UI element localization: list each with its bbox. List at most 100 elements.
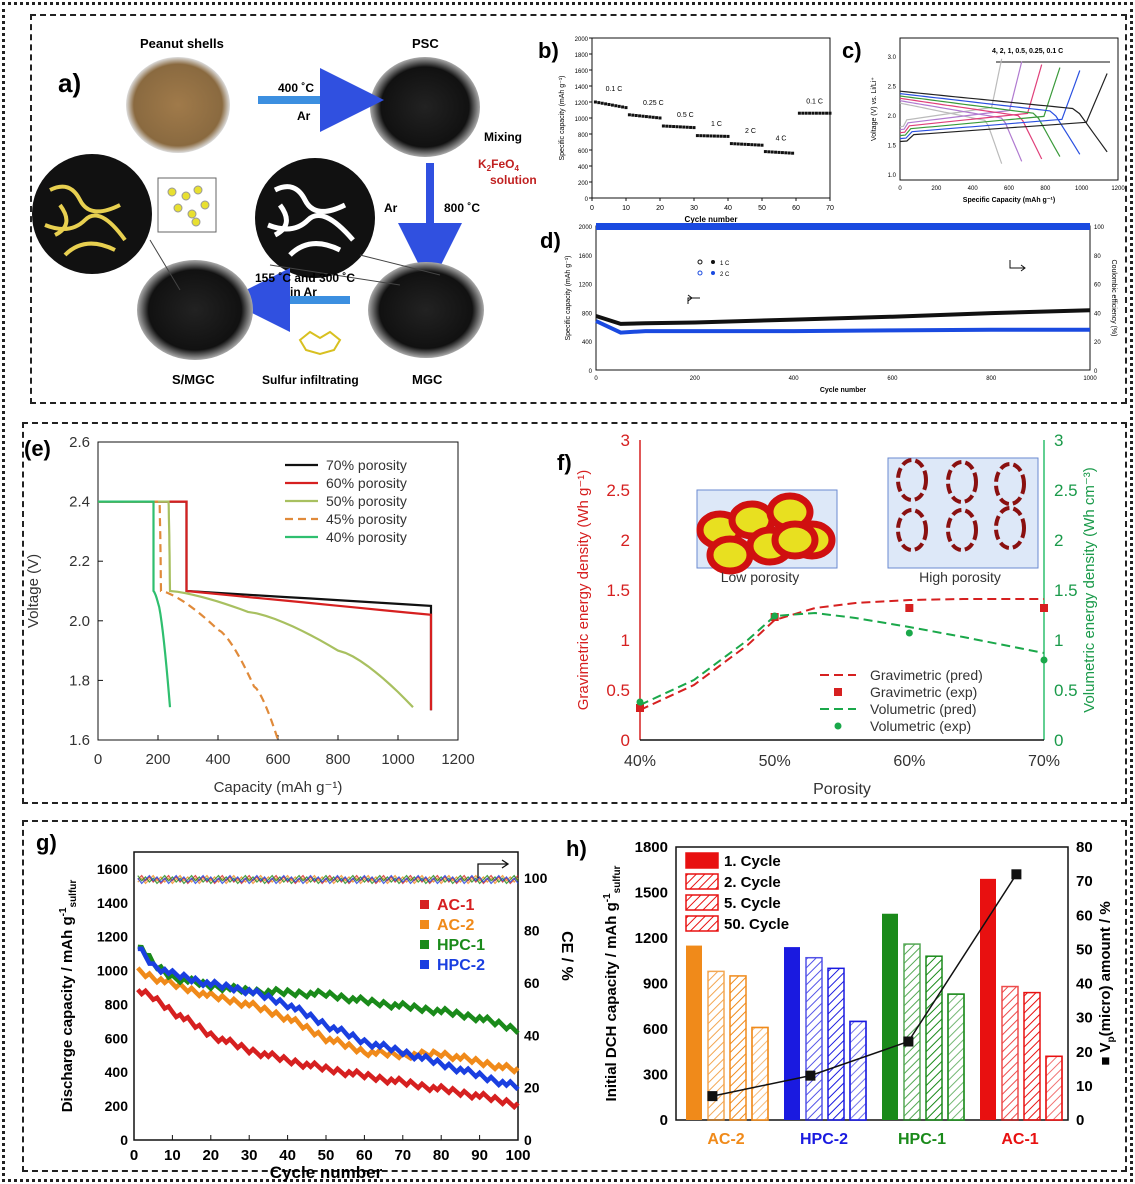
h-category-label: AC-1 bbox=[1001, 1131, 1038, 1148]
c-discharge-curve bbox=[899, 102, 1003, 164]
h-ylabel-sub: sulfur bbox=[612, 865, 623, 893]
b-data-point bbox=[736, 142, 740, 146]
f-ytick-label: 2 bbox=[621, 531, 630, 550]
f-exp-grav-marker bbox=[1040, 604, 1048, 612]
f-xtick-label: 60% bbox=[893, 753, 925, 770]
b-xtick-label: 50 bbox=[758, 205, 766, 212]
panel-label-a: a) bbox=[58, 68, 81, 98]
g-legend-label: AC-2 bbox=[437, 917, 474, 934]
f-ytick-label: 3 bbox=[621, 431, 630, 450]
sulfur-molecule-icon bbox=[167, 185, 210, 227]
b-data-point bbox=[814, 111, 818, 115]
b-data-point bbox=[658, 116, 662, 120]
b-data-point bbox=[678, 125, 682, 129]
e-curve-4 bbox=[98, 500, 172, 708]
b-data-point bbox=[770, 150, 774, 154]
f-high-porosity-particle bbox=[896, 458, 928, 502]
f-ytick-label: 2.5 bbox=[606, 481, 630, 500]
b-data-point bbox=[801, 111, 805, 115]
f-legend-marker bbox=[834, 722, 842, 730]
f-xtick-label: 40% bbox=[624, 753, 656, 770]
h-bar-HPC-1-1 bbox=[903, 943, 921, 1121]
d-ytick2-label: 40 bbox=[1094, 311, 1101, 317]
panel-group-middle-border bbox=[22, 422, 1127, 804]
g-xtick-label: 100 bbox=[505, 1147, 530, 1164]
c-charge-curve bbox=[899, 67, 1061, 137]
e-legend-label: 45% porosity bbox=[326, 511, 407, 527]
f-ytick-label: 1.5 bbox=[606, 581, 630, 600]
b-data-point bbox=[665, 124, 669, 128]
h-ytick-label: 0 bbox=[660, 1112, 668, 1129]
b-data-point bbox=[797, 111, 801, 115]
h-ytick-label: 1500 bbox=[635, 885, 668, 902]
b-data-point bbox=[746, 142, 750, 146]
b-ytick-label: 1600 bbox=[575, 69, 589, 75]
b-data-point bbox=[811, 111, 815, 115]
h-bar-AC-1-0 bbox=[980, 878, 996, 1120]
b-ytick-label: 1800 bbox=[575, 53, 589, 59]
b-data-point bbox=[617, 104, 621, 108]
d-right-axis-arrow bbox=[1009, 260, 1026, 272]
b-data-point bbox=[743, 142, 747, 146]
f-ytick2-label: 2 bbox=[1054, 531, 1063, 550]
d-ytick-label: 2000 bbox=[579, 225, 593, 231]
h-category-label: AC-2 bbox=[707, 1131, 744, 1148]
b-data-point bbox=[787, 151, 791, 155]
g-ytick-label: 0 bbox=[120, 1132, 128, 1148]
c-discharge-curve bbox=[899, 95, 1061, 157]
g-capacity-AC-1 bbox=[136, 987, 520, 1111]
d-ytick2-label: 60 bbox=[1094, 283, 1101, 289]
d-xtick-label: 800 bbox=[986, 376, 997, 382]
h-ytick2-label: 50 bbox=[1076, 941, 1093, 958]
b-data-point bbox=[729, 142, 733, 146]
h-ytick-label: 600 bbox=[643, 1021, 668, 1038]
d-ylabel: Specific capacity (mAh g⁻¹) bbox=[565, 256, 572, 341]
h-category-label: HPC-1 bbox=[898, 1131, 946, 1148]
f-ytick2-label: 0 bbox=[1054, 731, 1063, 750]
h-bar-HPC-2-1 bbox=[805, 956, 823, 1121]
b-data-point bbox=[808, 111, 812, 115]
h-legend-swatch bbox=[685, 894, 719, 911]
d-xtick-label: 200 bbox=[690, 376, 701, 382]
g-xtick-label: 20 bbox=[202, 1147, 219, 1164]
b-rate-label: 0.1 C bbox=[606, 86, 623, 93]
e-ylabel: Voltage (V) bbox=[25, 554, 42, 628]
c-charge-curve bbox=[899, 73, 1108, 143]
c-ytick-label: 1.0 bbox=[888, 173, 897, 179]
d-ytick2-label: 20 bbox=[1094, 340, 1101, 346]
f-pred-2 bbox=[639, 611, 1045, 706]
f-ytick2-label: 1 bbox=[1054, 631, 1063, 650]
b-data-point bbox=[675, 125, 679, 129]
c-xtick-label: 1000 bbox=[1075, 186, 1089, 192]
d-ytick-label: 1200 bbox=[579, 283, 593, 289]
zoom-line-mgc bbox=[269, 264, 401, 286]
b-data-point bbox=[706, 134, 710, 138]
f-legend-label: Gravimetric (exp) bbox=[870, 684, 977, 700]
e-ytick-label: 2.4 bbox=[69, 494, 90, 511]
g-xtick-label: 10 bbox=[164, 1147, 181, 1164]
g-xtick-label: 70 bbox=[394, 1147, 411, 1164]
c-legend-text: 4, 2, 1, 0.5, 0.25, 0.1 C bbox=[992, 48, 1063, 55]
c-discharge-curve bbox=[899, 90, 1108, 153]
c-ytick-label: 3.0 bbox=[888, 55, 897, 61]
b-data-point bbox=[777, 150, 781, 154]
d-ytick2-label: 100 bbox=[1094, 225, 1105, 231]
b-data-point bbox=[828, 111, 832, 115]
h-bar-HPC-1-2 bbox=[925, 955, 943, 1121]
label-k2feo4: K2FeO4 bbox=[478, 157, 519, 173]
b-data-point bbox=[825, 111, 829, 115]
f-ylabel: Gravimetric energy density (Wh g⁻¹) bbox=[575, 470, 592, 710]
e-xtick-label: 400 bbox=[205, 751, 230, 768]
b-data-point bbox=[702, 134, 706, 138]
g-ylabel-sup: -1 bbox=[58, 907, 69, 916]
b-data-point bbox=[593, 100, 597, 104]
c-xtick-label: 200 bbox=[931, 186, 942, 192]
b-data-point bbox=[661, 124, 665, 128]
h-legend-label: 5. Cycle bbox=[724, 895, 781, 912]
g-xtick-label: 90 bbox=[471, 1147, 488, 1164]
g-ylabel: Discharge capacity / mAh g-1sulfur bbox=[58, 880, 79, 1113]
c-xtick-label: 800 bbox=[1040, 186, 1051, 192]
e-ytick-label: 1.6 bbox=[69, 732, 90, 749]
label-smgc: S/MGC bbox=[172, 372, 215, 387]
